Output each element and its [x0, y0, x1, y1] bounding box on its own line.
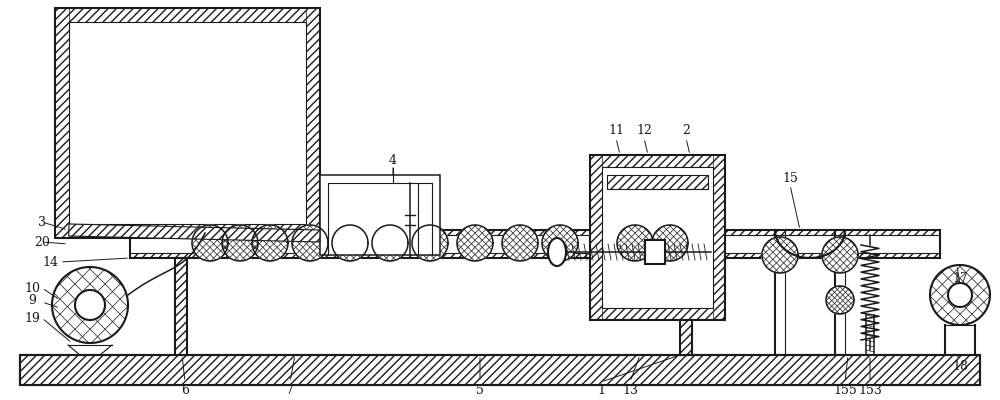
Text: 19: 19	[24, 312, 40, 324]
Bar	[680, 258, 692, 355]
Text: 5: 5	[476, 384, 484, 396]
Bar	[590, 155, 725, 320]
Text: 12: 12	[636, 124, 652, 136]
Text: 11: 11	[608, 124, 624, 136]
Polygon shape	[52, 267, 128, 343]
Bar	[645, 240, 665, 264]
Bar	[20, 355, 980, 385]
Bar	[602, 167, 713, 308]
Text: 10: 10	[24, 282, 40, 294]
Polygon shape	[222, 225, 258, 261]
Text: 15: 15	[782, 172, 798, 184]
Text: 18: 18	[952, 360, 968, 374]
Bar	[175, 258, 187, 355]
Bar	[590, 155, 725, 167]
Text: 2: 2	[682, 124, 690, 136]
Text: 6: 6	[181, 384, 189, 396]
Polygon shape	[372, 225, 408, 261]
Bar	[69, 22, 306, 224]
Bar	[607, 175, 708, 189]
Text: 9: 9	[28, 294, 36, 306]
Polygon shape	[69, 224, 320, 242]
Bar	[55, 8, 320, 22]
Polygon shape	[652, 225, 688, 261]
Bar	[602, 167, 713, 308]
Bar	[713, 155, 725, 320]
Text: 155: 155	[833, 384, 857, 396]
Text: 14: 14	[42, 256, 58, 268]
Text: 7: 7	[286, 384, 294, 396]
Bar	[130, 253, 940, 258]
Bar	[175, 258, 187, 355]
Text: 20: 20	[34, 236, 50, 248]
Text: 4: 4	[389, 154, 397, 166]
Text: 1: 1	[597, 384, 605, 396]
Bar	[607, 175, 708, 189]
Polygon shape	[332, 225, 368, 261]
Text: 3: 3	[38, 216, 46, 228]
Polygon shape	[930, 265, 990, 325]
Text: 17: 17	[952, 272, 968, 284]
Bar	[20, 355, 980, 385]
Polygon shape	[826, 286, 854, 314]
Bar	[55, 8, 320, 238]
Ellipse shape	[548, 238, 566, 266]
Bar	[55, 224, 320, 238]
Polygon shape	[502, 225, 538, 261]
Polygon shape	[75, 290, 105, 320]
Polygon shape	[762, 237, 798, 273]
Polygon shape	[457, 225, 493, 261]
Polygon shape	[412, 225, 448, 261]
Bar	[55, 8, 69, 238]
Bar	[320, 175, 440, 255]
Bar	[306, 8, 320, 238]
Bar	[130, 230, 940, 235]
Bar	[69, 22, 306, 224]
Polygon shape	[617, 225, 653, 261]
Bar	[680, 258, 692, 355]
Polygon shape	[542, 225, 578, 261]
Bar	[590, 308, 725, 320]
Polygon shape	[822, 237, 858, 273]
Polygon shape	[252, 225, 288, 261]
Text: 13: 13	[622, 384, 638, 396]
Text: 153: 153	[858, 384, 882, 396]
Polygon shape	[948, 283, 972, 307]
Bar	[590, 155, 602, 320]
Polygon shape	[292, 225, 328, 261]
Polygon shape	[192, 225, 228, 261]
